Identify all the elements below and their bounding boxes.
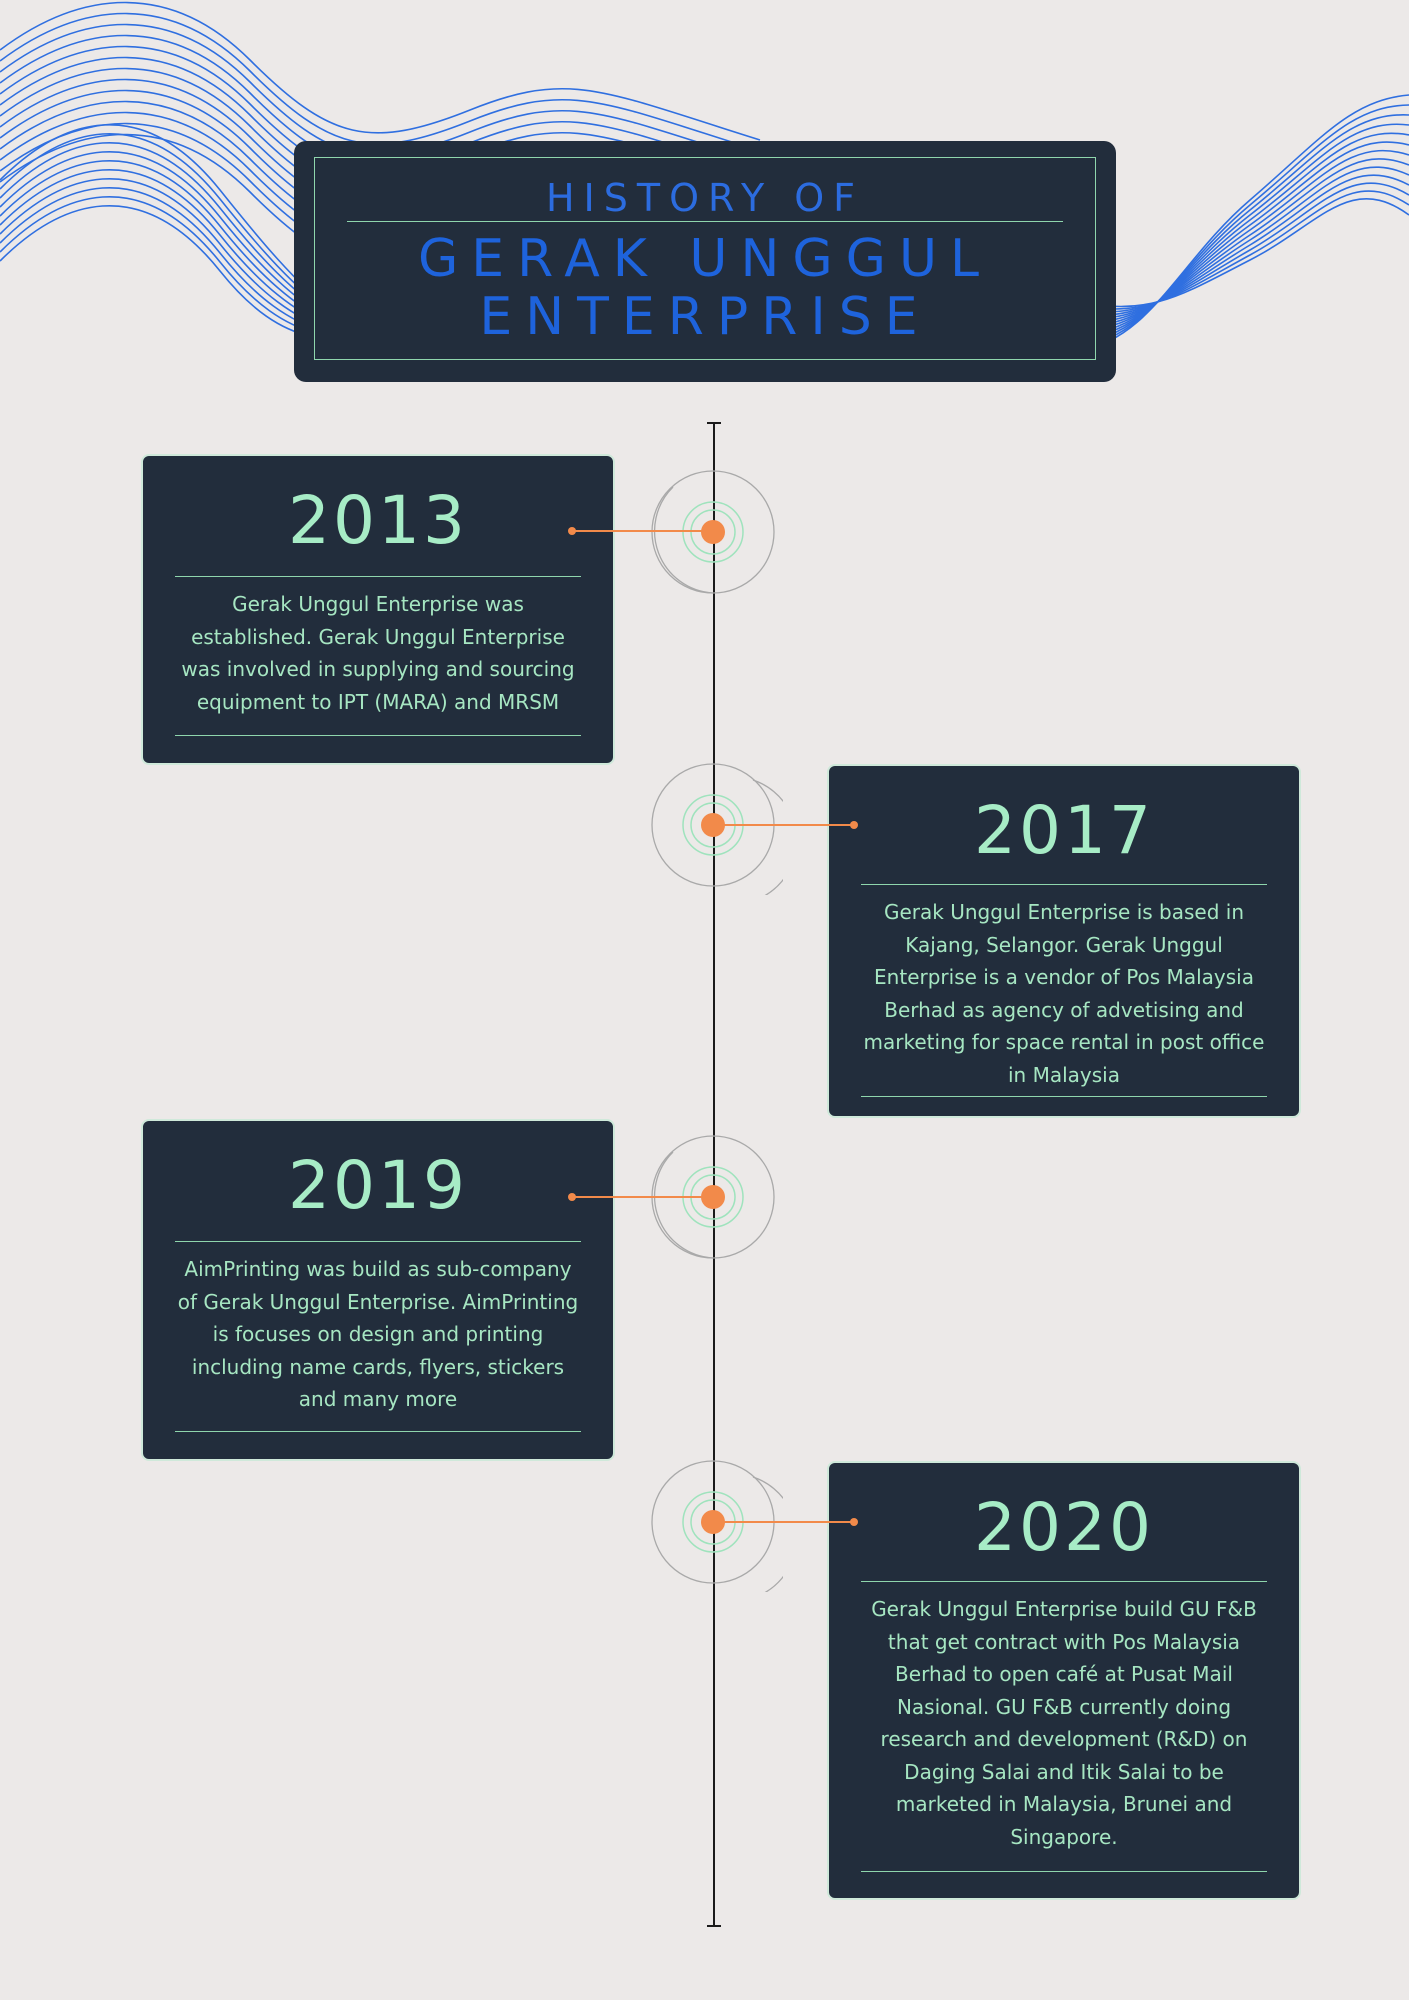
card-divider-top [861,884,1267,885]
header-title-line2: ENTERPRISE [479,287,931,347]
header-subtitle: HISTORY OF [545,176,865,220]
timeline-node-2013 [651,470,775,594]
wave-line [1079,197,1409,308]
timeline-axis-bottom-cap [707,1925,721,1927]
card-divider-top [175,576,581,577]
connector-line-2017 [714,824,854,826]
wave-line [1079,158,1409,323]
header-title-line1: GERAK UNGGUL [418,229,992,289]
wave-line [1079,94,1409,351]
card-year: 2013 [288,482,468,559]
card-description: AimPrinting was build as sub-company of … [177,1257,579,1411]
card-year: 2019 [288,1147,468,1224]
card-divider-top [175,1241,581,1242]
header-divider [347,221,1063,222]
connector-dot-2017 [850,821,858,829]
wave-line [0,1,761,141]
header-banner: HISTORY OF GERAK UNGGUL ENTERPRISE [294,141,1116,382]
card-year: 2017 [974,792,1154,869]
timeline-card-2019: 2019 AimPrinting was build as sub-compan… [141,1119,615,1461]
card-divider-bottom [861,1871,1267,1872]
wave-line [1079,132,1409,335]
wave-line [1079,141,1409,331]
timeline-card-2017: 2017 Gerak Unggul Enterprise is based in… [827,764,1301,1118]
timeline-card-2020: 2020 Gerak Unggul Enterprise build GU F&… [827,1461,1301,1900]
wave-line [1079,174,1409,316]
wave-line [1079,123,1409,339]
card-divider-bottom [861,1096,1267,1097]
connector-line-2013 [572,530,713,532]
wave-line [1079,182,1409,313]
wave-line [1079,166,1409,320]
card-divider-top [861,1581,1267,1582]
timeline-card-2013: 2013 Gerak Unggul Enterprise was establi… [141,454,615,765]
card-year: 2020 [974,1489,1154,1566]
card-divider-bottom [175,735,581,736]
card-divider-bottom [175,1431,581,1432]
card-description: Gerak Unggul Enterprise build GU F&B tha… [871,1597,1257,1849]
wave-line [0,12,761,152]
wave-line [1079,114,1409,343]
wave-line [1079,104,1409,347]
wave-line [1079,190,1409,310]
wave-line [1079,149,1409,327]
connector-line-2019 [572,1196,713,1198]
card-description: Gerak Unggul Enterprise is based in Kaja… [863,900,1265,1087]
header-title: GERAK UNGGUL ENTERPRISE [315,230,1095,346]
connector-line-2020 [714,1521,854,1523]
header-frame: HISTORY OF GERAK UNGGUL ENTERPRISE [314,157,1096,360]
card-description: Gerak Unggul Enterprise was established.… [181,592,575,714]
timeline-axis-top-cap [707,422,721,424]
connector-dot-2020 [850,1518,858,1526]
